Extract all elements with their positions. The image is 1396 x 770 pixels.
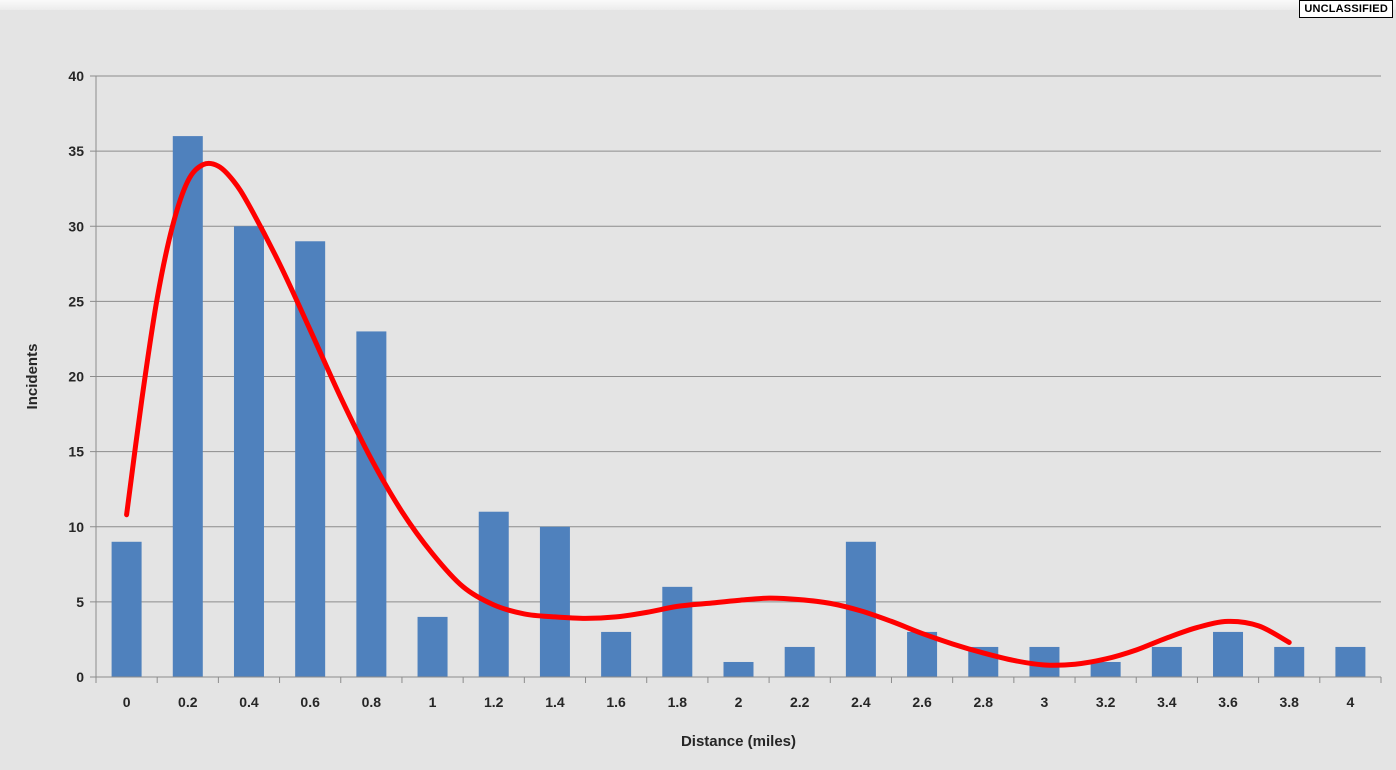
x-tick-label: 2.6: [912, 694, 932, 710]
bar: [601, 631, 632, 677]
x-tick-label: 0.8: [362, 694, 382, 710]
bar: [1090, 661, 1121, 677]
x-tick-labels: 0 0.2 0.4 0.6 0.8 1 1.2 1.4 1.6 1.8 2 2.2 2.4 2.6 2.8 3…: [123, 694, 1355, 710]
x-tick-label: 0: [123, 694, 131, 710]
axes: [90, 75, 1382, 683]
bar: [539, 526, 570, 677]
bar: [111, 541, 142, 677]
bar: [356, 331, 387, 677]
bar: [478, 511, 509, 677]
y-tick-label: 40: [68, 68, 84, 84]
x-tick-label: 3: [1041, 694, 1049, 710]
x-tick-label: 4: [1347, 694, 1355, 710]
x-tick-label: 3.6: [1218, 694, 1238, 710]
x-tick-label: 2.4: [851, 694, 871, 710]
bar: [1274, 646, 1305, 677]
x-tick-label: 3.4: [1157, 694, 1177, 710]
classification-banner: UNCLASSIFIED: [1299, 0, 1393, 18]
bar: [172, 136, 203, 678]
bar: [723, 661, 754, 677]
bar: [1213, 631, 1244, 677]
bar: [1151, 646, 1182, 677]
bars: [111, 136, 1366, 678]
x-tick-label: 2.2: [790, 694, 810, 710]
y-tick-label: 20: [68, 369, 84, 385]
y-tick-label: 25: [68, 293, 84, 309]
x-tick-label: 0.2: [178, 694, 198, 710]
x-tick-label: 0.4: [239, 694, 259, 710]
trend-line: [124, 160, 1292, 668]
x-tick-label: 2: [735, 694, 743, 710]
bar: [662, 586, 693, 677]
x-tick-label: 2.8: [974, 694, 994, 710]
x-tick-label: 3.2: [1096, 694, 1116, 710]
x-tick-label: 1: [429, 694, 437, 710]
y-tick-label: 15: [68, 444, 84, 460]
x-tick-label: 0.6: [300, 694, 320, 710]
bar: [784, 646, 815, 677]
y-tick-label: 30: [68, 218, 84, 234]
bar: [233, 226, 264, 677]
x-axis-label: Distance (miles): [681, 733, 796, 750]
x-tick-label: 1.8: [668, 694, 688, 710]
top-band: [0, 0, 1396, 10]
y-tick-label: 10: [68, 519, 84, 535]
x-tick-label: 1.2: [484, 694, 504, 710]
y-tick-label: 35: [68, 143, 84, 159]
y-tick-label: 0: [76, 669, 84, 685]
y-axis-label: Incidents: [24, 344, 41, 410]
x-tick-label: 3.8: [1279, 694, 1299, 710]
x-tick-label: 1.4: [545, 694, 565, 710]
gridlines: [96, 75, 1381, 603]
bar: [1335, 646, 1366, 677]
y-tick-label: 5: [76, 594, 84, 610]
x-tick-label: 1.6: [606, 694, 626, 710]
y-tick-labels: 0 5 10 15 20 25 30 35 40: [68, 68, 84, 685]
chart-panel: [0, 10, 1396, 770]
bar: [417, 616, 448, 677]
